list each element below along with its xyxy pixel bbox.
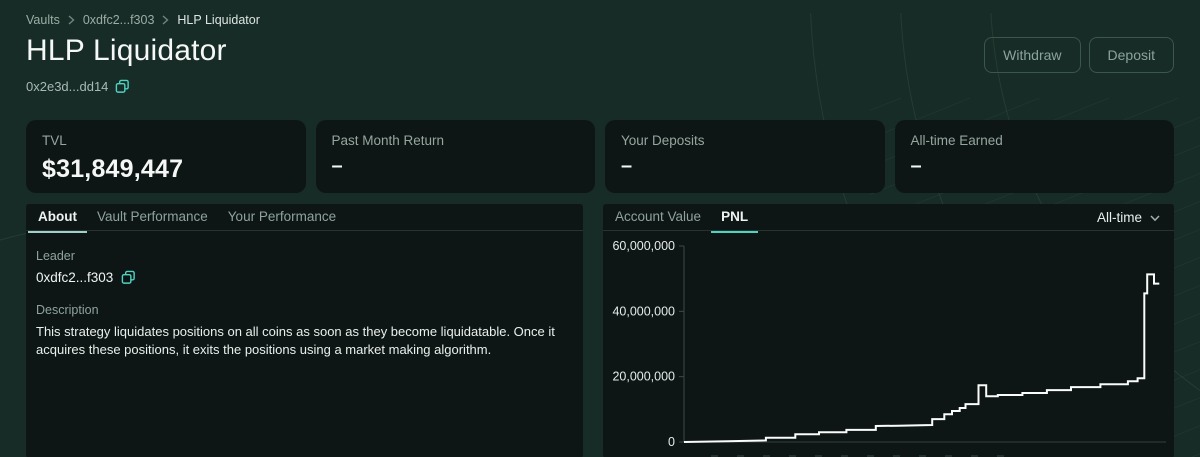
stat-card-your-deposits: Your Deposits – <box>605 120 885 193</box>
tab-about[interactable]: About <box>28 204 87 233</box>
description-label: Description <box>36 303 99 317</box>
stat-label: TVL <box>42 133 67 148</box>
breadcrumb-vault-address-link[interactable]: 0xdfc2...f303 <box>82 13 155 27</box>
stat-value: – <box>910 155 922 177</box>
stat-label: Your Deposits <box>621 133 705 148</box>
leader-address: 0xdfc2...f303 <box>36 270 114 285</box>
about-panel: About Vault Performance Your Performance… <box>26 204 583 457</box>
breadcrumb-current-page: HLP Liquidator <box>177 13 260 27</box>
copy-icon[interactable] <box>121 270 136 285</box>
svg-text:20,000,000: 20,000,000 <box>612 370 675 384</box>
chevron-right-icon <box>162 15 169 25</box>
tab-your-performance[interactable]: Your Performance <box>227 209 337 224</box>
page-title: HLP Liquidator <box>26 34 227 67</box>
tab-vault-performance[interactable]: Vault Performance <box>96 209 208 224</box>
svg-text:0: 0 <box>668 435 675 449</box>
svg-text:60,000,000: 60,000,000 <box>612 239 675 253</box>
withdraw-button[interactable]: Withdraw <box>984 37 1081 73</box>
stat-label: All-time Earned <box>910 133 1003 148</box>
leader-label: Leader <box>36 249 75 263</box>
tab-pnl[interactable]: PNL <box>711 204 759 233</box>
tab-account-value[interactable]: Account Value <box>615 209 702 224</box>
chevron-down-icon <box>1150 210 1160 225</box>
main-content: About Vault Performance Your Performance… <box>26 204 1174 457</box>
stats-row: TVL $31,849,447 Past Month Return – Your… <box>26 120 1174 193</box>
time-range-select[interactable]: All-time <box>1097 204 1172 225</box>
description-text: This strategy liquidates positions on al… <box>36 324 555 357</box>
page-header: HLP Liquidator 0x2e3d...dd14 Withdraw De… <box>26 34 1174 94</box>
copy-icon[interactable] <box>115 79 130 94</box>
svg-text:40,000,000: 40,000,000 <box>612 304 675 318</box>
chevron-right-icon <box>68 15 75 25</box>
pnl-step-chart: 0 20,000,000 40,000,000 60,000,000 <box>603 231 1174 457</box>
performance-panel: Account Value PNL All-time 0 20,000,000 40… <box>603 204 1174 457</box>
stat-label: Past Month Return <box>331 133 445 148</box>
deposit-button[interactable]: Deposit <box>1088 37 1174 73</box>
stat-card-tvl: TVL $31,849,447 <box>26 120 306 193</box>
breadcrumb-vaults-link[interactable]: Vaults <box>26 13 60 27</box>
stat-value: – <box>621 155 633 177</box>
left-tabbar: About Vault Performance Your Performance <box>26 204 583 233</box>
breadcrumb: Vaults 0xdfc2...f303 HLP Liquidator <box>26 13 1174 27</box>
time-range-value: All-time <box>1096 210 1142 225</box>
stat-card-all-time-earned: All-time Earned – <box>894 120 1174 193</box>
right-tabbar: Account Value PNL All-time <box>603 204 1174 233</box>
stat-value: $31,849,447 <box>42 155 184 183</box>
vault-address: 0x2e3d...dd14 <box>26 79 109 94</box>
stat-card-past-month-return: Past Month Return – <box>315 120 595 193</box>
stat-value: – <box>331 155 343 177</box>
vault-page: Vaults 0xdfc2...f303 HLP Liquidator HLP … <box>0 13 1200 457</box>
